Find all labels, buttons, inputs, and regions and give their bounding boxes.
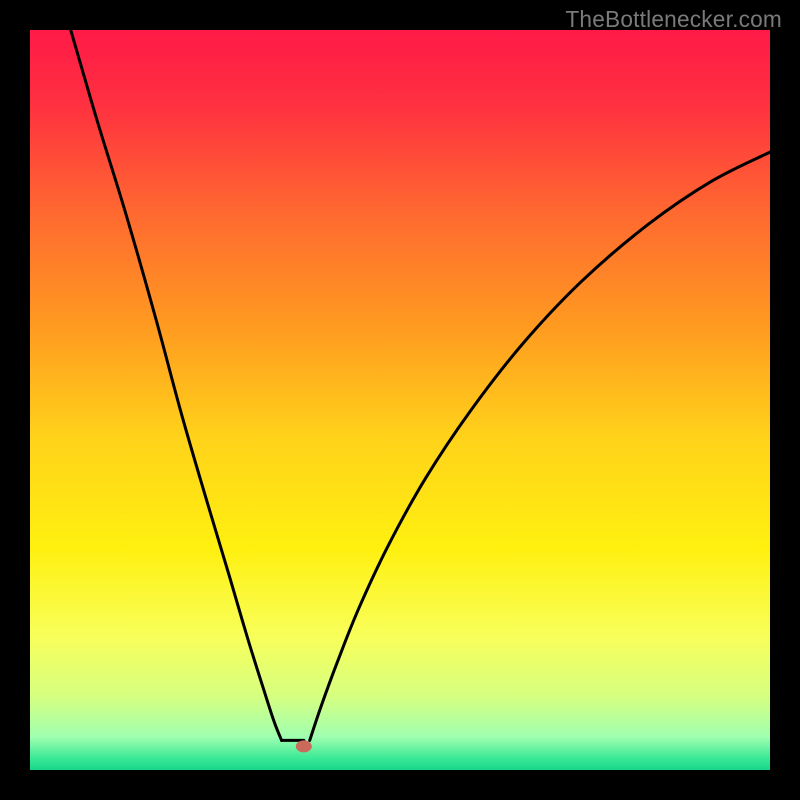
plot-area	[30, 30, 770, 770]
curve-right-branch	[310, 152, 770, 740]
figure-container: TheBottlenecker.com	[0, 0, 800, 800]
watermark-text: TheBottlenecker.com	[565, 6, 782, 33]
cusp-marker	[296, 740, 312, 752]
curve-left-branch	[71, 30, 282, 740]
curve-layer	[30, 30, 770, 770]
